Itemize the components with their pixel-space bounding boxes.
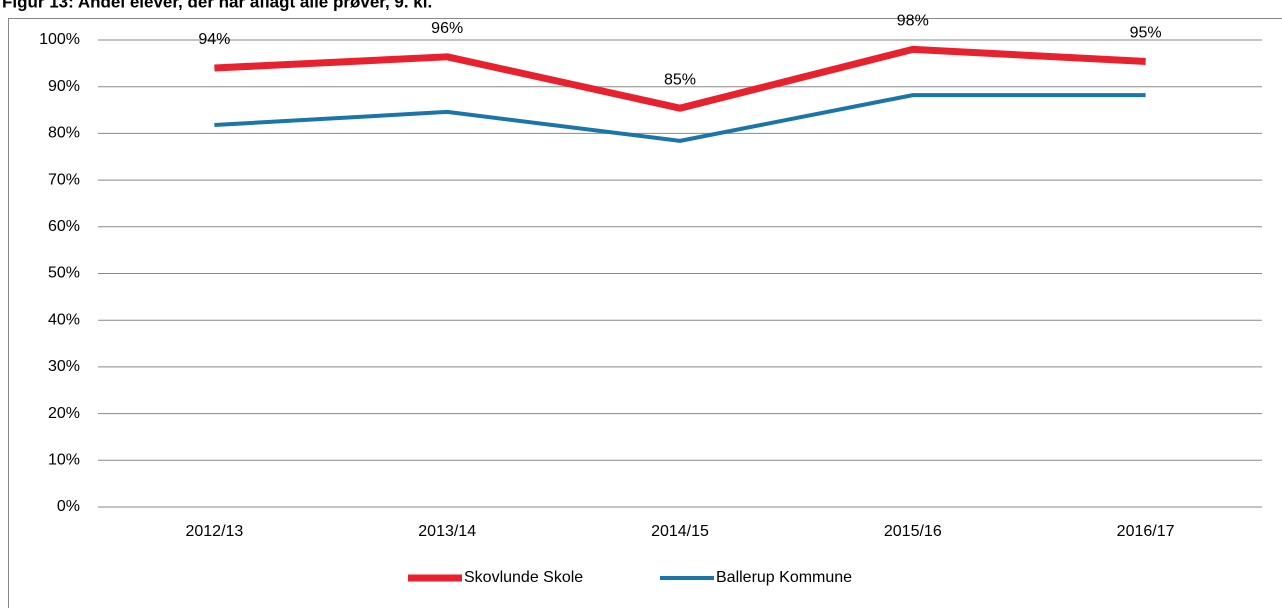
x-tick-label: 2012/13 — [185, 523, 243, 540]
y-tick-label: 100% — [39, 31, 80, 48]
legend-label: Ballerup Kommune — [716, 569, 852, 586]
y-tick-label: 50% — [48, 265, 80, 282]
series-line — [214, 45, 1146, 112]
y-tick-label: 80% — [48, 125, 80, 142]
y-tick-label: 30% — [48, 358, 80, 375]
y-tick-label: 70% — [48, 171, 80, 188]
y-tick-label: 0% — [57, 498, 80, 515]
data-label: 98% — [897, 13, 929, 30]
x-tick-label: 2014/15 — [651, 523, 709, 540]
x-tick-label: 2015/16 — [884, 523, 942, 540]
legend-label: Skovlunde Skole — [464, 569, 583, 586]
data-label: 96% — [431, 20, 463, 37]
y-tick-label: 10% — [48, 452, 80, 469]
y-tick-label: 90% — [48, 78, 80, 95]
data-label: 85% — [664, 71, 696, 88]
y-tick-label: 40% — [48, 311, 80, 328]
data-label: 95% — [1130, 25, 1162, 42]
y-tick-label: 60% — [48, 218, 80, 235]
x-tick-label: 2013/14 — [418, 523, 476, 540]
x-tick-label: 2016/17 — [1117, 523, 1175, 540]
data-label: 94% — [198, 31, 230, 48]
series-line — [214, 93, 1146, 143]
chart-frame — [8, 18, 1282, 608]
y-tick-label: 20% — [48, 405, 80, 422]
chart-title: Figur 13: Andel elever, der har aflagt a… — [2, 0, 432, 11]
